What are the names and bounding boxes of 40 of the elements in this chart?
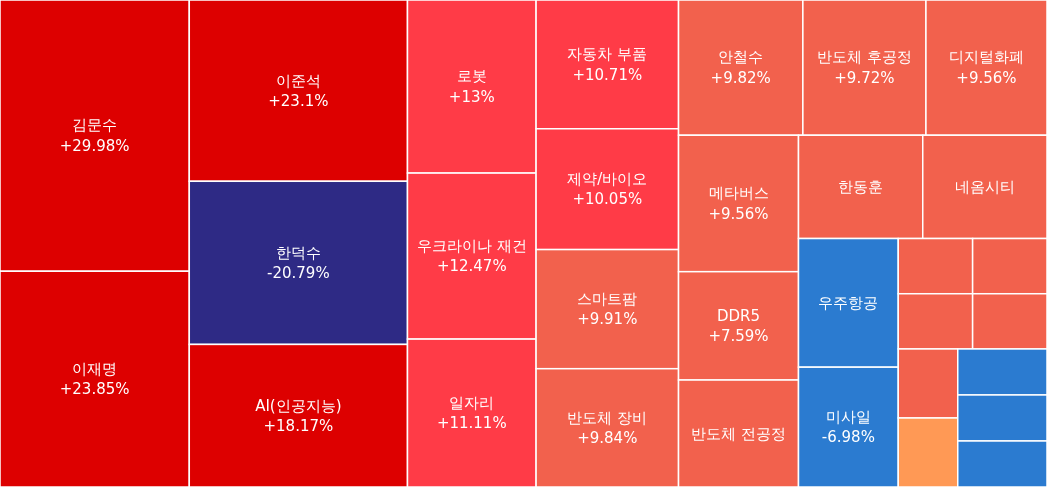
data-label: +9.56% [708, 204, 769, 223]
data-label: +23.85% [59, 380, 130, 399]
category-label: 이준석 [275, 71, 321, 90]
data-label: +7.59% [708, 326, 769, 345]
data-label: +9.82% [710, 68, 771, 87]
data-label: +13% [448, 87, 495, 106]
category-label: 미사일 [825, 407, 871, 426]
category-label: AI(인공지능) [255, 396, 342, 415]
category-label: 일자리 [449, 393, 495, 412]
data-label: -6.98% [821, 428, 875, 447]
category-label: 디지털화폐 [948, 48, 1024, 67]
data-label: +18.17% [263, 416, 334, 435]
category-label: 네옴시티 [954, 177, 1015, 196]
category-label: 메타버스 [708, 184, 769, 203]
category-label: 반도체 후공정 [817, 48, 912, 67]
category-label: 자동차 부품 [567, 45, 648, 64]
category-label: 우주항공 [818, 293, 879, 312]
category-label: 김문수 [72, 116, 118, 135]
data-label: +9.56% [956, 68, 1017, 87]
category-label: 우크라이나 재건 [416, 236, 527, 255]
category-label: 제약/바이오 [567, 170, 648, 189]
data-label: +9.72% [834, 68, 895, 87]
data-label: +23.1% [268, 91, 329, 110]
data-label: +12.47% [436, 257, 507, 276]
category-label: 스마트팜 [577, 290, 638, 309]
category-label: 반도체 장비 [567, 408, 648, 427]
data-label: +9.84% [577, 428, 638, 447]
category-label: 로봇 [456, 67, 487, 86]
data-label: +11.11% [436, 414, 507, 433]
data-label: -20.79% [267, 263, 330, 282]
category-label: 한덕수 [275, 243, 321, 262]
data-label: +10.05% [572, 190, 643, 209]
data-label: +29.98% [59, 136, 130, 155]
category-label: 한동훈 [838, 177, 884, 196]
category-label: DDR5 [716, 306, 761, 325]
data-label: +9.91% [577, 310, 638, 329]
data-label: +10.71% [572, 65, 643, 84]
category-label: 반도체 전공정 [691, 424, 786, 443]
category-label: 이재명 [72, 359, 118, 378]
category-label: 안철수 [718, 48, 764, 67]
